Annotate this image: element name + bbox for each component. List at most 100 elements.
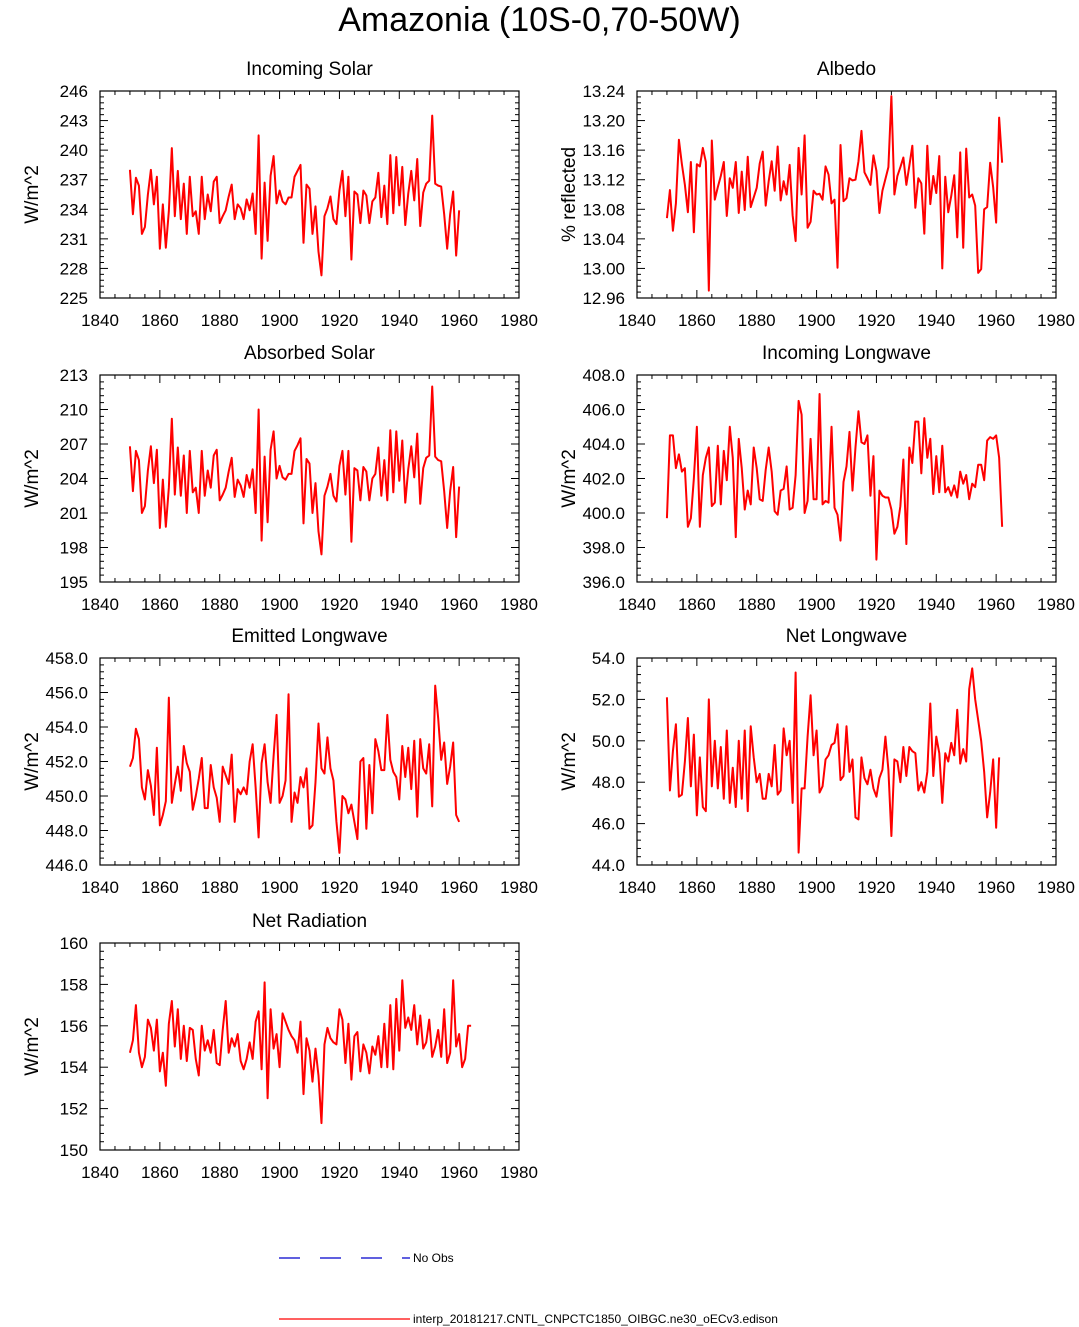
y-tick-label: 456.0 xyxy=(45,684,88,703)
y-tick-label: 243 xyxy=(60,112,88,131)
x-tick-label: 1980 xyxy=(500,1163,538,1182)
chart-ylabel-incoming-solar: W/m^2 xyxy=(22,165,43,224)
y-tick-label: 13.16 xyxy=(582,141,625,160)
x-tick-label: 1840 xyxy=(81,311,119,330)
x-tick-label: 1960 xyxy=(977,878,1015,897)
x-tick-label: 1940 xyxy=(380,311,418,330)
y-tick-label: 207 xyxy=(60,435,88,454)
x-tick-label: 1960 xyxy=(440,311,478,330)
x-tick-label: 1900 xyxy=(798,311,836,330)
y-tick-label: 150 xyxy=(60,1141,88,1160)
chart-net-radiation: Net Radiation W/m^2 1840 1860 1880 1900 1920 19… xyxy=(22,911,538,1182)
chart-ylabel-net-radiation: W/m^2 xyxy=(22,1017,43,1076)
series-line-absorbed-solar xyxy=(128,385,461,556)
x-tick-label: 1840 xyxy=(618,311,656,330)
x-tick-label: 1980 xyxy=(500,595,538,614)
y-tick-label: 406.0 xyxy=(582,401,625,420)
chart-incoming-longwave: Incoming Longwave W/m^2 1840 1860 1880 1900 19… xyxy=(559,343,1075,614)
chart-incoming-solar: Incoming Solar W/m^2 1840 1860 1880 1900 1920 1… xyxy=(22,59,538,330)
y-tick-label: 195 xyxy=(60,573,88,592)
x-tick-label: 1900 xyxy=(798,878,836,897)
x-tick-label: 1920 xyxy=(321,878,359,897)
x-tick-label: 1880 xyxy=(201,595,239,614)
y-tick-label: 13.08 xyxy=(582,200,625,219)
y-tick-label: 234 xyxy=(60,200,88,219)
x-tick-label: 1860 xyxy=(141,311,179,330)
y-tick-label: 228 xyxy=(60,259,88,278)
series-line-incoming-longwave xyxy=(665,392,1004,561)
x-tick-label: 1860 xyxy=(141,878,179,897)
x-tick-label: 1940 xyxy=(380,595,418,614)
series-line-emitted-longwave xyxy=(128,684,461,854)
chart-net-longwave: Net Longwave W/m^2 1840 1860 1880 1900 1920 194… xyxy=(559,626,1075,897)
x-tick-label: 1900 xyxy=(261,1163,299,1182)
x-tick-label: 1900 xyxy=(798,595,836,614)
y-tick-label: 240 xyxy=(60,141,88,160)
y-tick-label: 13.20 xyxy=(582,112,625,131)
x-tick-label: 1880 xyxy=(201,311,239,330)
y-tick-label: 52.0 xyxy=(592,690,625,709)
x-tick-label: 1860 xyxy=(678,878,716,897)
plot-frame-absorbed-solar xyxy=(99,374,520,583)
x-tick-label: 1880 xyxy=(738,595,776,614)
y-tick-label: 398.0 xyxy=(582,539,625,558)
chart-title-absorbed-solar: Absorbed Solar xyxy=(244,343,376,364)
y-tick-label: 402.0 xyxy=(582,470,625,489)
y-tick-label: 210 xyxy=(60,401,88,420)
chart-ylabel-emitted-longwave: W/m^2 xyxy=(22,732,43,791)
chart-ylabel-net-longwave: W/m^2 xyxy=(559,732,580,791)
x-tick-label: 1880 xyxy=(738,878,776,897)
x-tick-label: 1960 xyxy=(440,878,478,897)
y-tick-label: 46.0 xyxy=(592,815,625,834)
chart-title-emitted-longwave: Emitted Longwave xyxy=(231,626,387,647)
y-tick-label: 404.0 xyxy=(582,435,625,454)
x-tick-label: 1900 xyxy=(261,311,299,330)
y-tick-label: 246 xyxy=(60,82,88,101)
plot-frame-incoming-longwave xyxy=(636,374,1057,583)
y-tick-label: 400.0 xyxy=(582,504,625,523)
x-tick-label: 1940 xyxy=(380,1163,418,1182)
x-tick-label: 1920 xyxy=(321,311,359,330)
y-tick-label: 204 xyxy=(60,470,88,489)
y-tick-label: 13.00 xyxy=(582,259,625,278)
y-tick-label: 198 xyxy=(60,539,88,558)
plot-frame-net-radiation xyxy=(99,942,520,1151)
x-tick-label: 1840 xyxy=(618,878,656,897)
plot-frame-incoming-solar xyxy=(99,90,520,299)
y-tick-label: 454.0 xyxy=(45,718,88,737)
series-line-incoming-solar xyxy=(128,114,461,277)
chart-ylabel-incoming-longwave: W/m^2 xyxy=(559,449,580,508)
x-tick-label: 1840 xyxy=(618,595,656,614)
y-tick-label: 154 xyxy=(60,1058,88,1077)
x-tick-label: 1920 xyxy=(858,311,896,330)
chart-absorbed-solar: Absorbed Solar W/m^2 1840 1860 1880 1900 1920 1… xyxy=(22,343,538,614)
x-tick-label: 1840 xyxy=(81,1163,119,1182)
x-tick-label: 1920 xyxy=(858,878,896,897)
series-line-net-radiation xyxy=(128,979,472,1125)
y-tick-label: 396.0 xyxy=(582,573,625,592)
y-tick-label: 158 xyxy=(60,975,88,994)
x-tick-label: 1920 xyxy=(858,595,896,614)
x-tick-label: 1940 xyxy=(380,878,418,897)
y-tick-label: 50.0 xyxy=(592,732,625,751)
y-tick-label: 152 xyxy=(60,1100,88,1119)
x-tick-label: 1960 xyxy=(440,1163,478,1182)
y-tick-label: 12.96 xyxy=(582,289,625,308)
x-tick-label: 1860 xyxy=(141,1163,179,1182)
legend: No Obs interp_20181217.CNTL_CNPCTC1850_OI… xyxy=(279,1251,778,1326)
y-tick-label: 201 xyxy=(60,504,88,523)
main-title: Amazonia (10S-0,70-50W) xyxy=(338,1,741,39)
x-tick-label: 1980 xyxy=(1037,311,1075,330)
chart-albedo: Albedo % reflected 1840 1860 1880 1900 1920 194… xyxy=(559,59,1075,330)
y-tick-label: 446.0 xyxy=(45,856,88,875)
chart-ylabel-albedo: % reflected xyxy=(559,147,580,242)
y-tick-label: 408.0 xyxy=(582,366,625,385)
plot-frame-emitted-longwave xyxy=(99,657,520,866)
x-tick-label: 1860 xyxy=(678,311,716,330)
x-tick-label: 1900 xyxy=(261,595,299,614)
x-tick-label: 1920 xyxy=(321,1163,359,1182)
x-tick-label: 1960 xyxy=(977,311,1015,330)
plot-frame-albedo xyxy=(636,90,1057,299)
x-tick-label: 1880 xyxy=(201,878,239,897)
